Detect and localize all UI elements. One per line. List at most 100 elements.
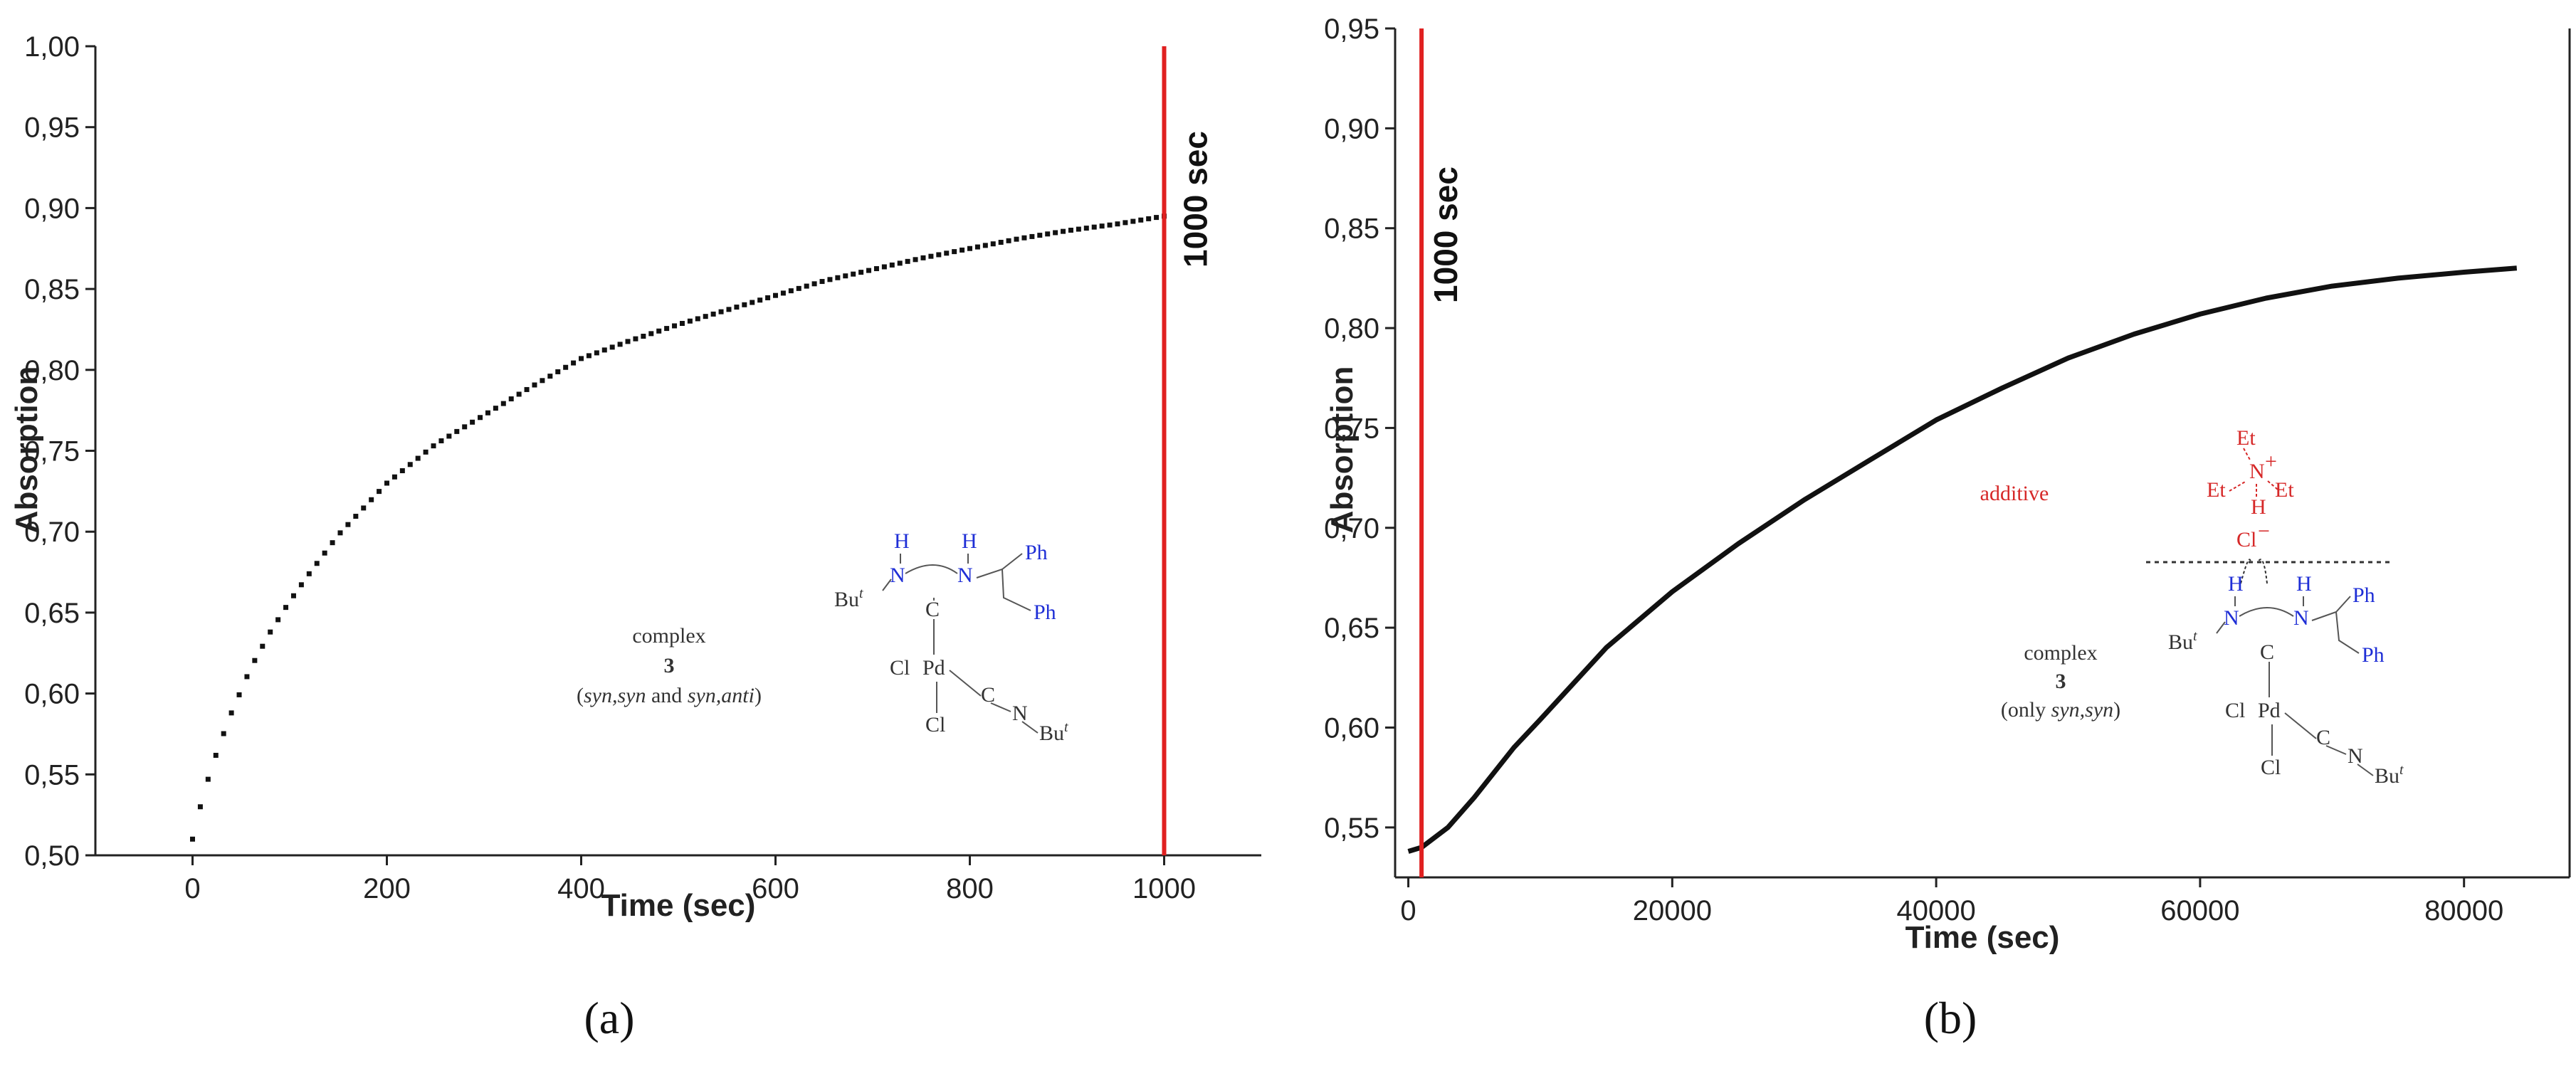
chart-a-point <box>998 240 1004 245</box>
chart-b-complex-label: complex <box>2024 641 2097 665</box>
chart-a-point <box>710 311 716 317</box>
chart-a-point <box>415 455 421 461</box>
chart-b-x-tick-label: 80000 <box>2424 895 2503 926</box>
svg-text:But: But <box>2375 762 2404 788</box>
chart-a-point <box>952 249 957 255</box>
chart-a-point <box>423 449 429 455</box>
chart-b-additive-label: additive <box>1980 482 2049 505</box>
chart-a-y-tick-label: 0,90 <box>24 193 80 224</box>
svg-text:−: − <box>2258 519 2270 543</box>
chart-a-point <box>960 247 965 253</box>
chart-a-point <box>470 419 475 425</box>
chart-b-marker-label: 1000 sec <box>1427 167 1464 303</box>
chart-a-point <box>811 281 817 287</box>
svg-text:H: H <box>962 529 977 553</box>
chart-a-point <box>1123 220 1128 226</box>
chart-a-point <box>190 836 195 842</box>
chart-a-point <box>290 593 296 598</box>
chart-a-y-axis-title: Absorption <box>9 366 44 534</box>
chart-a-point <box>345 522 351 527</box>
svg-text:Cl: Cl <box>925 713 945 736</box>
svg-text:N: N <box>2348 744 2363 768</box>
svg-text:Cl: Cl <box>2225 699 2245 722</box>
chart-a-point <box>275 617 281 623</box>
chart-a-point <box>1130 218 1136 224</box>
chart-a-y-tick-label: 0,80 <box>24 355 80 386</box>
chart-a-point <box>213 752 219 758</box>
chart-a-point <box>268 629 273 635</box>
chart-a-point <box>384 480 389 486</box>
chart-a-point <box>1053 230 1058 236</box>
chart-a-point <box>765 295 771 300</box>
chart-a-point <box>446 433 452 439</box>
chart-b-y-tick-label: 0,55 <box>1324 813 1379 844</box>
chart-b-panel-label: (b) <box>1924 993 1977 1043</box>
svg-text:N: N <box>2224 606 2239 630</box>
chart-a-point <box>236 692 242 697</box>
chart-a-point <box>1021 235 1027 241</box>
svg-text:Et: Et <box>2236 426 2256 450</box>
svg-text:Cl: Cl <box>2236 528 2256 551</box>
chart-a-point <box>866 268 872 273</box>
chart-a-point <box>687 318 693 324</box>
chart-a-x-tick-label: 0 <box>184 873 200 904</box>
chart-a-point <box>377 489 382 495</box>
chart-a-point <box>337 530 343 536</box>
chart-b-structure-drawing: Et N + Et Et H Cl − H N H N Ph Ph But C … <box>2146 426 2404 788</box>
chart-a-point <box>827 277 833 282</box>
svg-text:Pd: Pd <box>922 656 945 680</box>
svg-text:H: H <box>2228 572 2244 596</box>
svg-text:Ph: Ph <box>1034 601 1056 624</box>
chart-a-point <box>851 271 856 277</box>
chart-a-x-tick-label: 800 <box>946 873 994 904</box>
chart-a-point <box>726 307 732 312</box>
chart-a-point <box>330 540 335 546</box>
chart-a-point <box>780 290 786 296</box>
chart-a-point <box>228 710 234 716</box>
chart-a-marker-label: 1000 sec <box>1177 131 1214 268</box>
chart-a-point <box>431 443 436 449</box>
svg-text:C: C <box>2316 726 2330 749</box>
chart-a-point <box>260 643 266 649</box>
chart-a-points <box>190 213 1167 842</box>
svg-text:N: N <box>890 564 905 587</box>
chart-b-x-tick-label: 0 <box>1400 895 1416 926</box>
chart-a-point <box>788 288 794 294</box>
chart-a-point <box>858 270 864 275</box>
chart-a-y-tick-label: 0,75 <box>24 436 80 468</box>
chart-a-point <box>1068 228 1073 233</box>
chart-a-y-tick-label: 0,85 <box>24 274 80 305</box>
chart-a-point <box>314 561 320 566</box>
chart-a-point <box>936 252 942 258</box>
chart-a-point <box>990 241 996 247</box>
chart-a-point <box>369 497 374 502</box>
chart-b-y-axis-title: Absorption <box>1325 366 1360 534</box>
chart-a-structure-drawing: H N H N Ph Ph But C Cl Pd Cl C N But <box>834 529 1068 745</box>
svg-text:N: N <box>2249 460 2265 483</box>
chart-a-point <box>679 320 685 326</box>
chart-a-point <box>1014 236 1019 242</box>
chart-a-point <box>438 438 444 443</box>
chart-a-point <box>750 300 755 305</box>
chart-a-point <box>905 258 910 264</box>
chart-a-point <box>695 316 700 322</box>
chart-a-point <box>586 353 592 359</box>
chart-a-point <box>1076 226 1081 232</box>
chart-a-point <box>873 266 879 272</box>
chart-a-point <box>974 244 980 250</box>
chart-a-point <box>555 369 561 374</box>
chart-a-point <box>353 514 359 519</box>
chart-b-y-tick-label: 0,80 <box>1324 313 1379 344</box>
chart-a-point <box>672 323 678 329</box>
chart-a-point <box>197 804 203 810</box>
svg-text:H: H <box>2251 495 2266 519</box>
chart-a-point <box>252 657 258 663</box>
chart-a-point <box>897 260 903 266</box>
chart-b-x-tick-label: 60000 <box>2160 895 2239 926</box>
chart-a-point <box>1006 238 1011 243</box>
chart-panel-b: 0 20000 40000 60000 80000 0,55 0,60 0,65 0,70 0,7… <box>1324 14 2571 1043</box>
chart-a-y-tick-label: 0,50 <box>24 840 80 872</box>
chart-a-point <box>454 428 460 434</box>
chart-a-point <box>462 424 468 430</box>
